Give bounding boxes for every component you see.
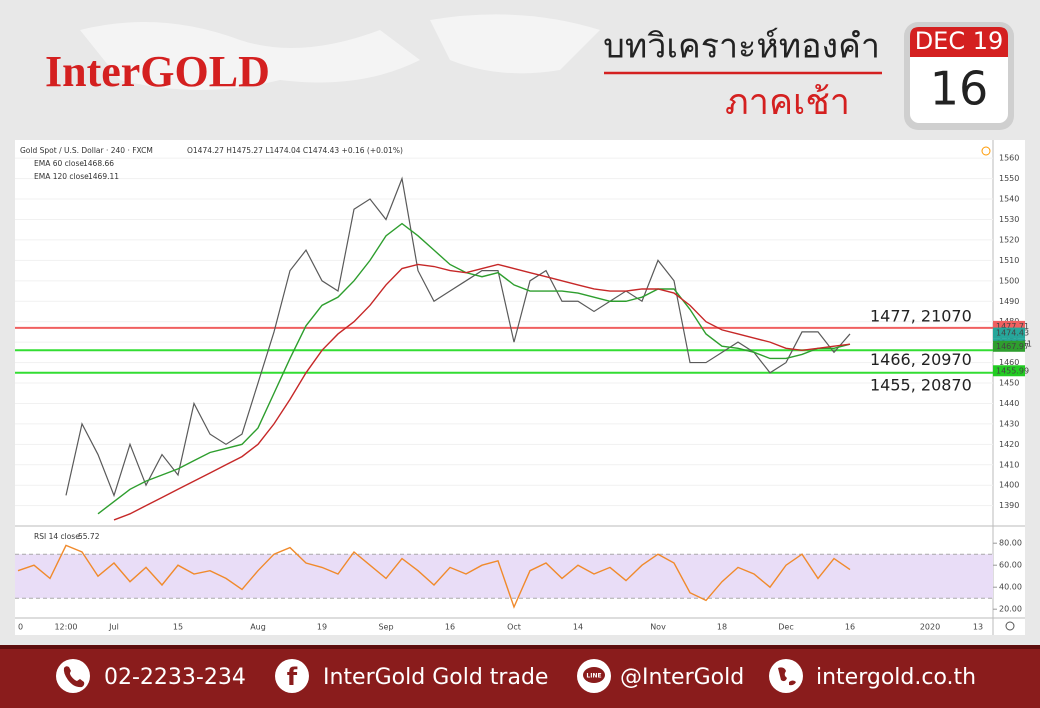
x-tick-label: 2020 bbox=[920, 623, 940, 632]
symbol-title: Gold Spot / U.S. Dollar · 240 · FXCM bbox=[20, 146, 153, 155]
web-icon bbox=[769, 659, 803, 693]
footer-phone: 02-2233-234 bbox=[104, 665, 246, 690]
legend-value: 55.72 bbox=[78, 532, 100, 541]
subtitle: ภาคเช้า bbox=[725, 82, 850, 123]
title: บทวิเคราะห์ทองคำ bbox=[603, 27, 880, 67]
y-tick-label: 1460 bbox=[999, 358, 1019, 367]
y-tick-label: 1500 bbox=[999, 276, 1019, 285]
map-shape bbox=[80, 22, 420, 90]
legend-name: EMA 120 close bbox=[34, 172, 89, 181]
footer-line: @InterGold bbox=[620, 665, 744, 690]
series-line bbox=[65, 176, 851, 498]
price-tag-label: 1474.43 bbox=[996, 329, 1029, 338]
x-tick-label: 19 bbox=[317, 623, 327, 632]
legend-name: EMA 60 close bbox=[34, 159, 84, 168]
settings-icon[interactable] bbox=[1005, 621, 1015, 631]
y-tick-label: 60.00 bbox=[999, 561, 1022, 570]
x-tick-label: 14 bbox=[573, 623, 583, 632]
y-tick-label: 1430 bbox=[999, 419, 1019, 428]
web-glyph bbox=[778, 667, 796, 686]
price-tag-label: 1477.71 bbox=[996, 322, 1029, 331]
line-glyph-text: LINE bbox=[586, 673, 601, 680]
calendar-day: 16 bbox=[930, 62, 989, 116]
x-tick-label: Dec bbox=[778, 623, 793, 632]
y-tick-label: 1510 bbox=[999, 256, 1019, 265]
y-tick-label: 1420 bbox=[999, 440, 1019, 449]
x-tick-label: 16 bbox=[845, 623, 855, 632]
facebook-icon bbox=[275, 659, 309, 693]
footer-rule bbox=[0, 645, 1040, 649]
legend-value: 1469.11 bbox=[88, 172, 119, 181]
x-tick-label: Nov bbox=[650, 623, 666, 632]
y-tick-label: 1520 bbox=[999, 235, 1019, 244]
x-tick-label: 16 bbox=[445, 623, 455, 632]
footer bbox=[0, 645, 1040, 708]
chart-panel bbox=[15, 140, 1025, 635]
y-tick-label: 20.00 bbox=[999, 605, 1022, 614]
x-tick-label: 12:00 bbox=[54, 623, 77, 632]
calendar-header bbox=[910, 27, 1008, 57]
y-tick-label: 80.00 bbox=[999, 539, 1022, 548]
series-line bbox=[113, 263, 851, 521]
legend-name: RSI 14 close bbox=[34, 532, 80, 541]
facebook-glyph: f bbox=[287, 663, 298, 691]
x-tick-label: 18 bbox=[717, 623, 727, 632]
x-tick-label: Oct bbox=[507, 623, 521, 632]
legend-value: 1468.66 bbox=[83, 159, 114, 168]
price-tag-label: 1467.97 bbox=[996, 342, 1029, 351]
y-tick-label: 1450 bbox=[999, 379, 1019, 388]
series-line bbox=[97, 222, 851, 515]
level-label: 1477, 21070 bbox=[870, 306, 972, 325]
level-label: 1466, 20970 bbox=[870, 350, 972, 369]
x-tick-label: Aug bbox=[250, 623, 266, 632]
ohlc: O1474.27 H1475.27 L1474.04 C1474.43 +0.1… bbox=[187, 146, 403, 155]
y-tick-label: 1400 bbox=[999, 481, 1019, 490]
phone-icon bbox=[56, 659, 90, 693]
y-tick-label: 1530 bbox=[999, 215, 1019, 224]
y-tick-label: 1560 bbox=[999, 154, 1019, 163]
series-line bbox=[17, 544, 851, 609]
y-tick-label: 40.00 bbox=[999, 583, 1022, 592]
phone-glyph bbox=[63, 666, 85, 688]
y-tick-label: 1440 bbox=[999, 399, 1019, 408]
map-shape bbox=[430, 14, 600, 74]
price-tag bbox=[993, 327, 1025, 339]
price-tag bbox=[993, 320, 1025, 332]
x-tick-label: Sep bbox=[378, 623, 393, 632]
footer-website: intergold.co.th bbox=[816, 665, 976, 690]
price-tag bbox=[993, 340, 1025, 352]
y-tick-label: 1410 bbox=[999, 460, 1019, 469]
level-label: 1455, 20870 bbox=[870, 375, 972, 394]
y-tick-label: 1540 bbox=[999, 195, 1019, 204]
y-tick-label: 1390 bbox=[999, 501, 1019, 510]
x-tick-label: Jul bbox=[108, 623, 119, 632]
alert-icon bbox=[981, 146, 991, 156]
x-tick-label: 0 bbox=[18, 623, 23, 632]
footer-facebook: InterGold Gold trade bbox=[323, 665, 548, 690]
price-tag-label: 1455.99 bbox=[996, 366, 1029, 375]
x-tick-label: 13 bbox=[973, 623, 983, 632]
x-tick-label: 15 bbox=[173, 623, 183, 632]
y-tick-label: 1550 bbox=[999, 174, 1019, 183]
logo: InterGOLD bbox=[45, 47, 270, 96]
calendar-month: DEC 19 bbox=[915, 27, 1004, 55]
price-tag bbox=[993, 365, 1025, 377]
y-tick-label: 1490 bbox=[999, 297, 1019, 306]
line-glyph bbox=[583, 667, 605, 683]
